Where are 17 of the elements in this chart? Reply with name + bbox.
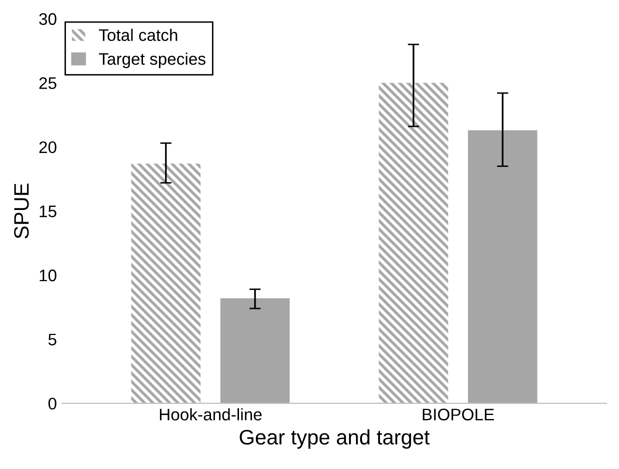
y-tick-label: 15 <box>40 206 56 218</box>
bar <box>131 164 201 404</box>
bar <box>468 130 538 404</box>
y-axis-title: SPUE <box>14 184 29 238</box>
legend-label: Total catch <box>98 28 178 41</box>
y-tick-label: 5 <box>48 334 56 346</box>
y-tick-label: 0 <box>48 398 56 410</box>
y-tick-label: 30 <box>39 13 56 25</box>
y-tick-label: 25 <box>39 77 56 90</box>
y-tick-label: 20 <box>39 141 56 154</box>
x-tick-label: BIOPOLE <box>422 408 494 420</box>
y-tick-label: 10 <box>40 270 56 282</box>
bar <box>220 298 290 404</box>
x-tick-label: Hook-and-line <box>160 408 262 420</box>
legend-label: Target species <box>98 52 206 68</box>
bar <box>378 82 448 404</box>
x-axis-title: Gear type and target <box>240 429 430 449</box>
